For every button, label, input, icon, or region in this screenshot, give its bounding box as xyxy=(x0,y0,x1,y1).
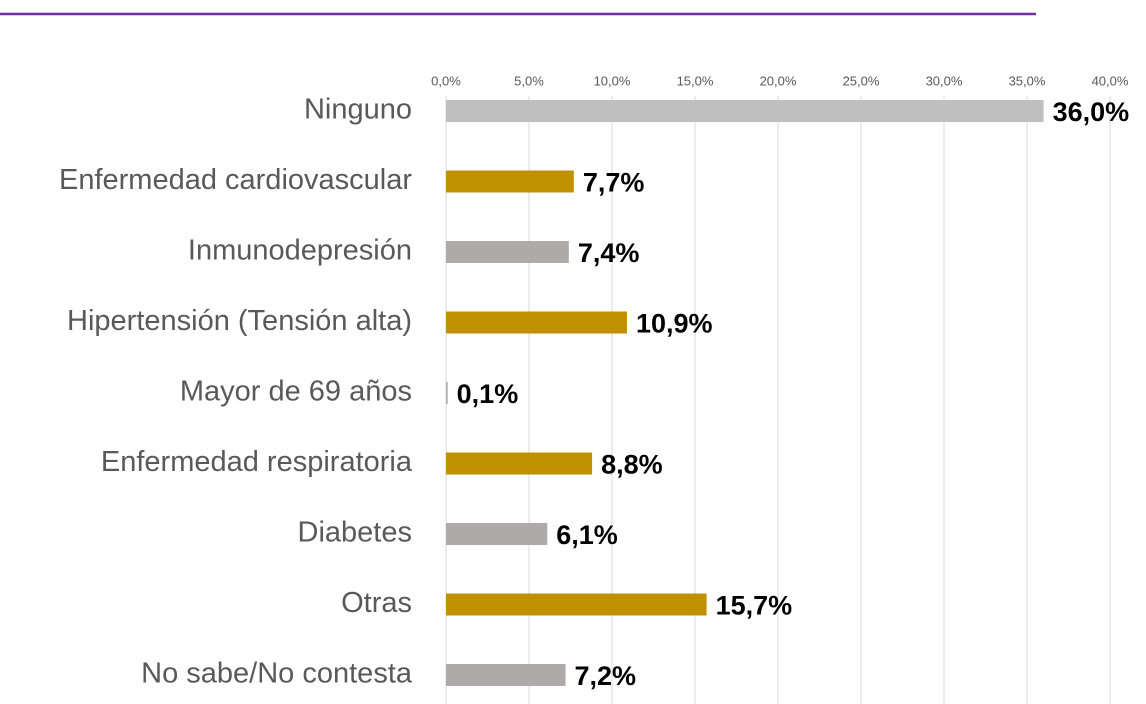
x-tick-label: 20,0% xyxy=(760,73,797,88)
category-label: No sabe/No contesta xyxy=(141,658,413,690)
x-tick-label: 35,0% xyxy=(1009,73,1046,88)
category-label: Mayor de 69 años xyxy=(180,376,412,408)
data-label: 6,1% xyxy=(556,520,618,550)
bar xyxy=(446,241,569,263)
bar xyxy=(446,311,627,334)
category-label: Hipertensión (Tensión alta) xyxy=(67,305,412,337)
category-label: Diabetes xyxy=(298,517,412,549)
bar xyxy=(446,593,707,616)
category-label: Enfermedad cardiovascular xyxy=(59,164,412,196)
x-tick-label: 40,0% xyxy=(1092,73,1129,88)
category-label: Otras xyxy=(341,587,412,619)
data-label: 7,7% xyxy=(583,168,645,198)
data-label: 15,7% xyxy=(716,591,793,621)
data-label: 10,9% xyxy=(636,309,713,339)
x-tick-label: 0,0% xyxy=(431,73,461,88)
bar xyxy=(446,382,448,404)
data-label: 0,1% xyxy=(457,379,519,409)
data-label: 7,2% xyxy=(575,661,637,691)
x-tick-label: 25,0% xyxy=(843,73,880,88)
x-tick-label: 15,0% xyxy=(677,73,714,88)
bar xyxy=(446,170,574,193)
data-label: 8,8% xyxy=(601,450,663,480)
bar xyxy=(446,523,548,545)
bar xyxy=(446,100,1044,122)
category-label: Ninguno xyxy=(304,94,412,126)
x-tick-label: 5,0% xyxy=(514,73,544,88)
data-label: 7,4% xyxy=(578,238,640,268)
x-tick-label: 10,0% xyxy=(594,73,631,88)
bar xyxy=(446,664,566,686)
category-label: Inmunodepresión xyxy=(188,235,412,267)
bar xyxy=(446,452,593,475)
x-tick-label: 30,0% xyxy=(926,73,963,88)
category-label: Enfermedad respiratoria xyxy=(101,446,413,478)
data-label: 36,0% xyxy=(1053,97,1130,127)
